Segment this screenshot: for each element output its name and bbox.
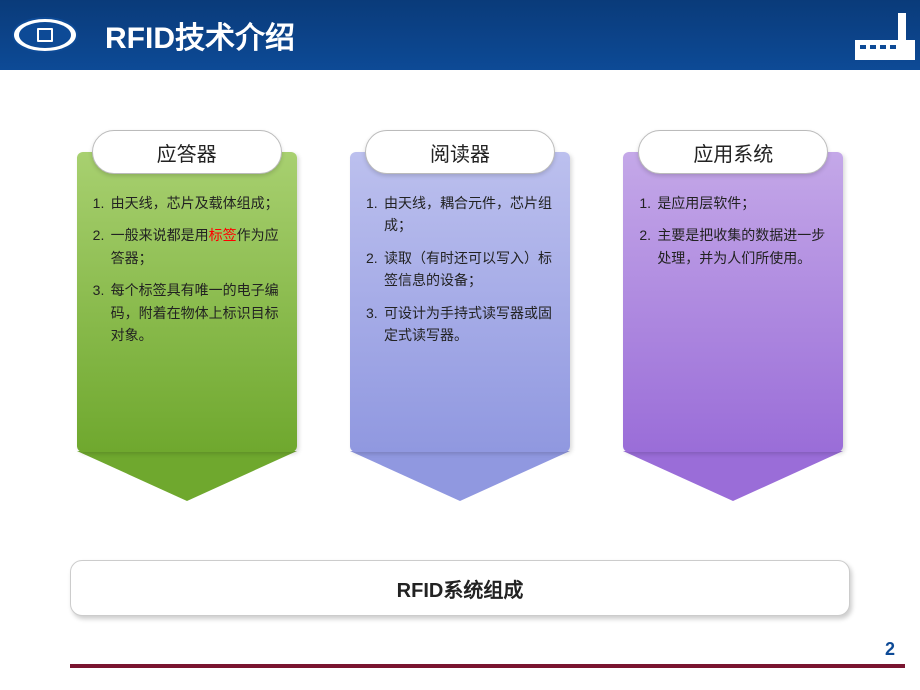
list-item: 由天线，芯片及载体组成； xyxy=(93,192,281,214)
pill-reader: 阅读器 xyxy=(365,130,555,174)
column-transponder: 应答器 由天线，芯片及载体组成； 一般来说都是用标签作为应答器； 每个标签具有唯… xyxy=(70,130,303,501)
list-item: 是应用层软件； xyxy=(639,192,827,214)
pill-application: 应用系统 xyxy=(638,130,828,174)
list-item: 由天线，耦合元件，芯片组成； xyxy=(366,192,554,237)
list-item: 一般来说都是用标签作为应答器； xyxy=(93,224,281,269)
footer-divider xyxy=(70,664,905,668)
factory-icon xyxy=(850,5,920,65)
list-item: 读取（有时还可以写入）标签信息的设备； xyxy=(366,247,554,292)
list-item: 可设计为手持式读写器或固定式读写器。 xyxy=(366,302,554,347)
page-number: 2 xyxy=(885,639,895,660)
bottom-summary-bar: RFID系统组成 xyxy=(70,560,850,616)
arrow-down-icon xyxy=(623,451,843,501)
list-item: 每个标签具有唯一的电子编码，附着在物体上标识目标对象。 xyxy=(93,279,281,346)
panel-application: 是应用层软件； 主要是把收集的数据进一步处理，并为人们所使用。 xyxy=(623,152,843,452)
column-application: 应用系统 是应用层软件； 主要是把收集的数据进一步处理，并为人们所使用。 xyxy=(617,130,850,501)
columns-container: 应答器 由天线，芯片及载体组成； 一般来说都是用标签作为应答器； 每个标签具有唯… xyxy=(0,70,920,501)
slide-title: RFID技术介绍 xyxy=(105,13,295,57)
arrow-down-icon xyxy=(350,451,570,501)
pill-transponder: 应答器 xyxy=(92,130,282,174)
company-logo xyxy=(10,15,80,55)
panel-reader: 由天线，耦合元件，芯片组成； 读取（有时还可以写入）标签信息的设备； 可设计为手… xyxy=(350,152,570,452)
panel-transponder: 由天线，芯片及载体组成； 一般来说都是用标签作为应答器； 每个标签具有唯一的电子… xyxy=(77,152,297,452)
column-reader: 阅读器 由天线，耦合元件，芯片组成； 读取（有时还可以写入）标签信息的设备； 可… xyxy=(343,130,576,501)
arrow-down-icon xyxy=(77,451,297,501)
highlight-text: 标签 xyxy=(209,227,237,243)
slide-header: RFID技术介绍 xyxy=(0,0,920,70)
list-item: 主要是把收集的数据进一步处理，并为人们所使用。 xyxy=(639,224,827,269)
